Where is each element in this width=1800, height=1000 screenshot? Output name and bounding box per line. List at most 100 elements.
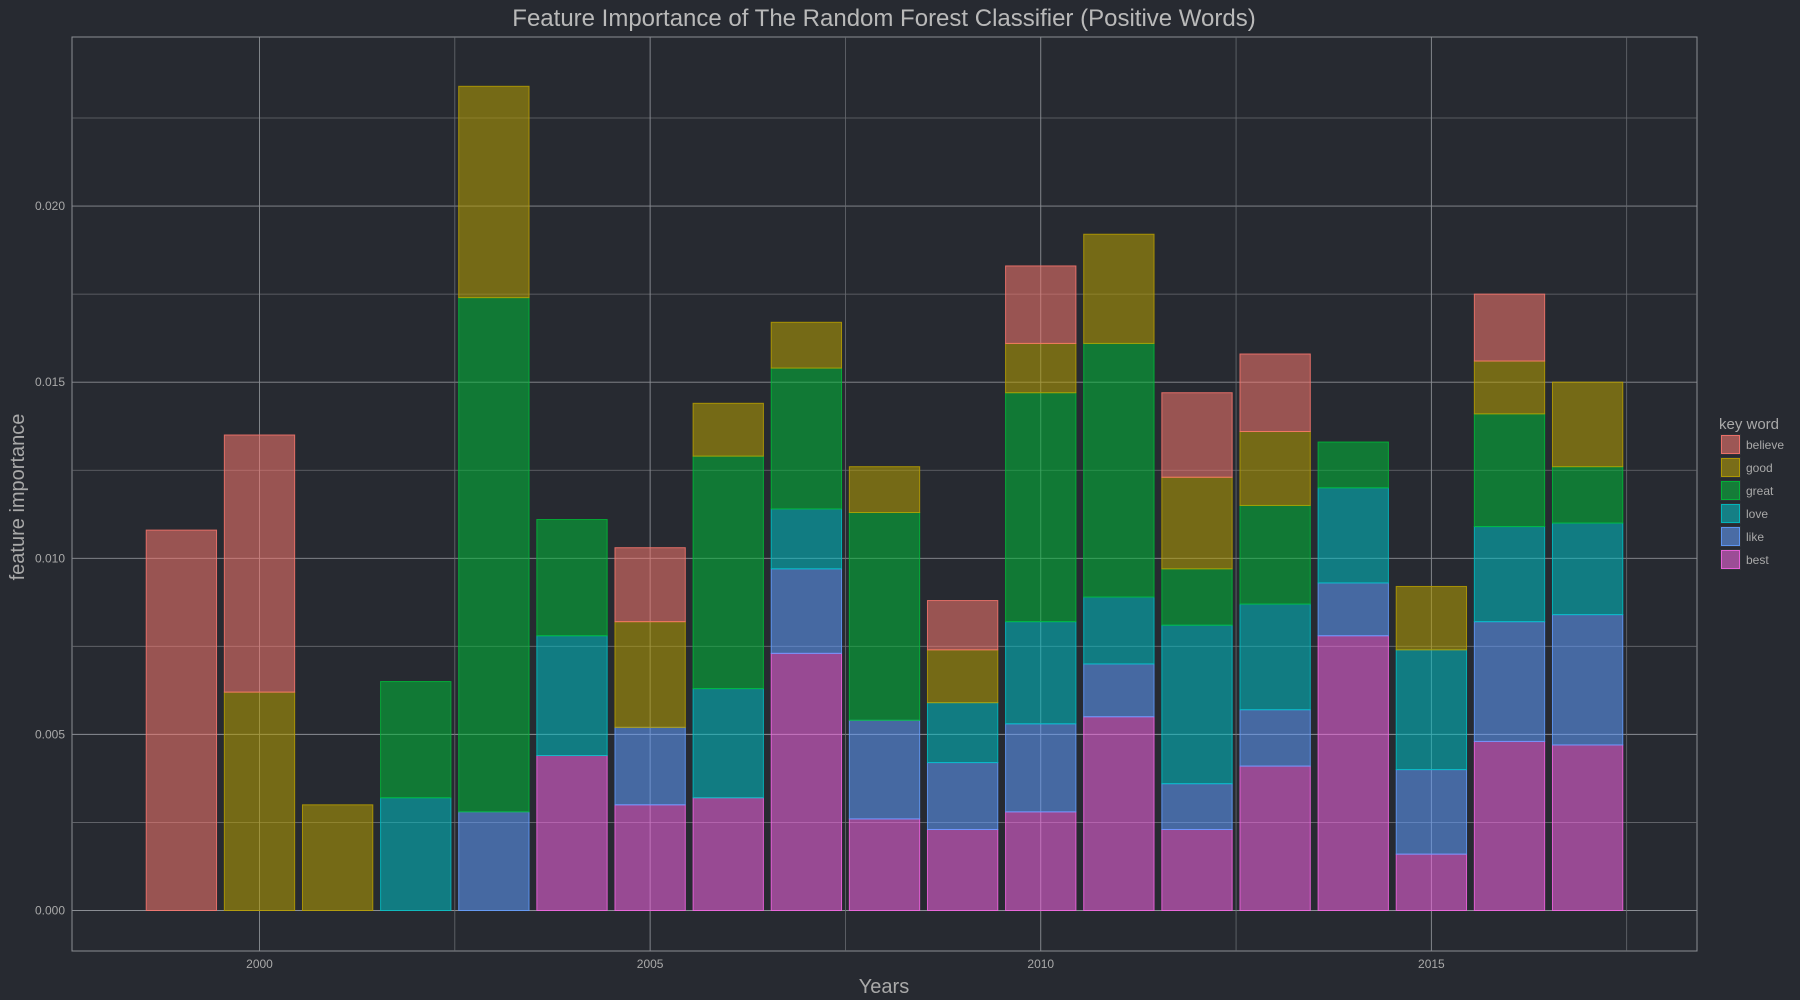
- bar-best-2004: [536, 755, 608, 911]
- bar-great-2012: [1161, 568, 1233, 626]
- legend-title: key word: [1719, 416, 1779, 433]
- x-tick-label: 2005: [637, 957, 664, 971]
- bar-good-2003: [458, 85, 530, 299]
- bar-good-2009: [926, 649, 999, 704]
- bar-best-2011: [1083, 716, 1155, 911]
- bar-best-2005: [614, 804, 686, 911]
- bar-love-2014: [1317, 487, 1389, 584]
- bar-best-2012: [1161, 828, 1233, 911]
- bar-love-2017: [1551, 522, 1624, 616]
- bar-like-2005: [614, 726, 686, 806]
- bar-like-2011: [1083, 663, 1155, 718]
- bar-great-2010: [1005, 392, 1077, 623]
- legend-key-believe: [1721, 435, 1740, 454]
- y-tick-label: 0.015: [35, 375, 65, 389]
- bar-best-2013: [1239, 765, 1311, 911]
- bar-love-2009: [926, 702, 999, 764]
- bar-like-2010: [1005, 723, 1077, 813]
- bar-love-2007: [770, 508, 843, 570]
- bar-good-2006: [692, 402, 764, 457]
- bar-great-2003: [458, 297, 530, 813]
- bar-love-2002: [380, 797, 452, 911]
- bar-best-2009: [926, 828, 999, 911]
- bar-like-2008: [848, 719, 921, 820]
- legend-label-believe: believe: [1746, 438, 1784, 452]
- bar-great-2013: [1239, 504, 1311, 605]
- x-tick-label: 2000: [246, 957, 273, 971]
- x-axis-title: Years: [859, 976, 909, 998]
- bar-best-2017: [1551, 744, 1624, 911]
- bar-best-2008: [848, 818, 921, 911]
- bar-great-2002: [380, 681, 452, 799]
- bar-love-2013: [1239, 603, 1311, 711]
- legend-key-love: [1721, 504, 1740, 523]
- y-tick-label: 0.000: [35, 903, 65, 917]
- y-tick-label: 0.010: [35, 551, 65, 565]
- bar-good-2011: [1083, 233, 1155, 344]
- bar-like-2009: [926, 762, 999, 830]
- x-axis-ticks: 2000 2005 2010 2015: [246, 957, 1445, 971]
- bar-good-2015: [1395, 585, 1468, 651]
- bar-believe-2005: [614, 547, 686, 623]
- bar-great-2016: [1473, 413, 1546, 528]
- bar-believe-2013: [1239, 353, 1311, 432]
- bar-great-2017: [1551, 466, 1624, 524]
- bar-best-2016: [1473, 740, 1546, 911]
- bar-love-2004: [536, 635, 608, 757]
- bar-love-2015: [1395, 649, 1468, 771]
- bar-best-2006: [692, 797, 764, 911]
- legend-key-like: [1721, 527, 1740, 546]
- bar-great-2007: [770, 367, 843, 510]
- bar-good-2016: [1473, 360, 1546, 415]
- legend-key-good: [1721, 458, 1740, 477]
- plot-panel-border: [71, 36, 1698, 952]
- legend-label-good: good: [1746, 461, 1773, 475]
- bar-great-2011: [1083, 342, 1155, 598]
- bar-believe-2000: [223, 434, 296, 693]
- bar-great-2014: [1317, 441, 1389, 489]
- bar-good-2000: [223, 691, 296, 911]
- bar-believe-2010: [1005, 265, 1077, 344]
- legend-key-best: [1721, 550, 1740, 569]
- bar-believe-2016: [1473, 293, 1546, 362]
- bar-great-2008: [848, 511, 921, 721]
- bar-love-2010: [1005, 621, 1077, 725]
- bar-good-2008: [848, 466, 921, 513]
- bar-great-2006: [692, 455, 764, 690]
- chart-title: Feature Importance of The Random Forest …: [512, 5, 1255, 32]
- legend-key-great: [1721, 481, 1740, 500]
- bar-like-2016: [1473, 621, 1546, 742]
- bar-love-2011: [1083, 596, 1155, 665]
- bar-good-2010: [1005, 342, 1077, 394]
- bar-best-2010: [1005, 811, 1077, 911]
- bar-good-2001: [301, 804, 374, 911]
- bar-believe-2012: [1161, 392, 1233, 478]
- legend-label-great: great: [1746, 484, 1774, 498]
- legend-label-best: best: [1746, 553, 1769, 567]
- bar-best-2015: [1395, 853, 1468, 911]
- bar-good-2012: [1161, 476, 1233, 570]
- bars: [145, 85, 1624, 911]
- bar-believe-2009: [926, 600, 999, 651]
- bar-like-2017: [1551, 614, 1624, 746]
- legend-label-like: like: [1746, 530, 1764, 544]
- legend: key word believe good great love like best: [1719, 416, 1784, 570]
- bar-good-2017: [1551, 381, 1624, 468]
- bar-like-2007: [770, 568, 843, 654]
- bar-best-2007: [770, 652, 843, 911]
- bar-good-2007: [770, 321, 843, 369]
- y-axis-ticks: 0.000 0.005 0.010 0.015 0.020: [35, 199, 65, 917]
- y-axis-title: feature importance: [7, 414, 29, 581]
- legend-label-love: love: [1746, 507, 1768, 521]
- y-tick-label: 0.020: [35, 199, 65, 213]
- bar-like-2003: [458, 811, 530, 911]
- bar-good-2005: [614, 621, 686, 728]
- bar-like-2012: [1161, 783, 1233, 830]
- bar-like-2013: [1239, 709, 1311, 767]
- bar-love-2006: [692, 688, 764, 799]
- bar-great-2004: [536, 519, 608, 637]
- x-tick-label: 2010: [1027, 957, 1054, 971]
- bar-best-2014: [1317, 635, 1389, 911]
- bar-like-2015: [1395, 769, 1468, 855]
